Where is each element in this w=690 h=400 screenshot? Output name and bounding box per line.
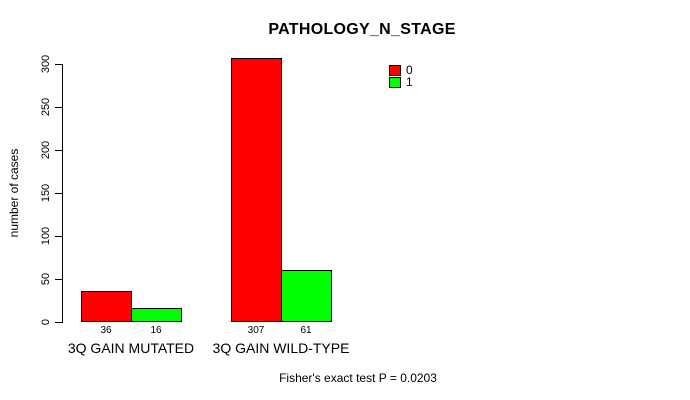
legend-swatch	[389, 76, 401, 88]
y-tick-mark	[55, 193, 62, 194]
bar-0-2	[231, 58, 282, 322]
y-tick-mark	[55, 236, 62, 237]
legend-swatch	[389, 64, 401, 76]
y-tick-mark	[55, 150, 62, 151]
y-tick-label: 300	[40, 54, 52, 74]
bar-0-1	[81, 291, 132, 322]
category-label: 3Q GAIN WILD-TYPE	[212, 340, 350, 356]
y-axis-title: number of cases	[7, 148, 21, 238]
bar-value-label: 16	[150, 325, 162, 336]
bar-value-label: 307	[247, 325, 265, 336]
y-axis-line	[62, 64, 63, 323]
y-tick-label: 200	[40, 140, 52, 160]
y-tick-mark	[55, 64, 62, 65]
bar-value-label: 61	[300, 325, 312, 336]
legend-item: 0	[389, 64, 413, 76]
bar-1-1	[131, 308, 182, 322]
y-tick-label: 100	[40, 226, 52, 246]
legend-item: 1	[389, 76, 413, 88]
y-tick-label: 150	[40, 183, 52, 203]
fisher-test-note: Fisher's exact test P = 0.0203	[279, 371, 437, 385]
y-tick-mark	[55, 107, 62, 108]
y-tick-label: 50	[40, 272, 52, 286]
chart-title: PATHOLOGY_N_STAGE	[268, 21, 456, 38]
y-tick-mark	[55, 322, 62, 323]
legend-label: 0	[406, 63, 413, 77]
bar-value-label: 36	[100, 325, 112, 336]
category-label: 3Q GAIN MUTATED	[67, 340, 195, 356]
bar-1-2	[281, 270, 332, 322]
y-tick-label: 0	[40, 318, 52, 326]
y-tick-label: 250	[40, 97, 52, 117]
legend-label: 1	[406, 75, 413, 89]
y-tick-mark	[55, 279, 62, 280]
